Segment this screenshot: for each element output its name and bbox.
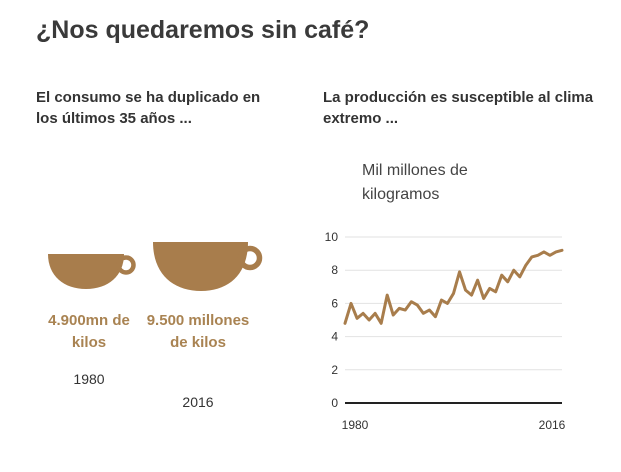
cup-1980-label: 4.900mn de kilos bbox=[48, 312, 130, 351]
coffee-cup-2016-icon bbox=[153, 242, 263, 291]
series-line-0 bbox=[343, 248, 564, 325]
cup-1980-year: 1980 bbox=[73, 371, 105, 387]
consumption-heading: El consumo se ha duplicado en los último… bbox=[36, 89, 261, 127]
y-unit-label: Mil millones de kilogramos bbox=[362, 162, 468, 203]
y-tick-label: 6 bbox=[331, 296, 338, 310]
page-title: ¿Nos quedaremos sin café? bbox=[36, 16, 370, 44]
cup-2016-year: 2016 bbox=[182, 394, 214, 410]
y-tick-label: 2 bbox=[331, 363, 338, 377]
production-heading: La producción es susceptible al clima ex… bbox=[323, 89, 594, 127]
y-tick-label: 8 bbox=[331, 263, 338, 277]
y-tick-label: 4 bbox=[331, 330, 338, 344]
y-tick-label: 0 bbox=[331, 396, 338, 410]
cup-2016-label: 9.500 millones de kilos bbox=[146, 312, 250, 351]
x-tick-label: 2016 bbox=[539, 418, 566, 432]
x-tick-label: 1980 bbox=[342, 418, 369, 432]
y-tick-label: 10 bbox=[325, 230, 339, 244]
coffee-cup-1980-icon bbox=[48, 254, 136, 289]
